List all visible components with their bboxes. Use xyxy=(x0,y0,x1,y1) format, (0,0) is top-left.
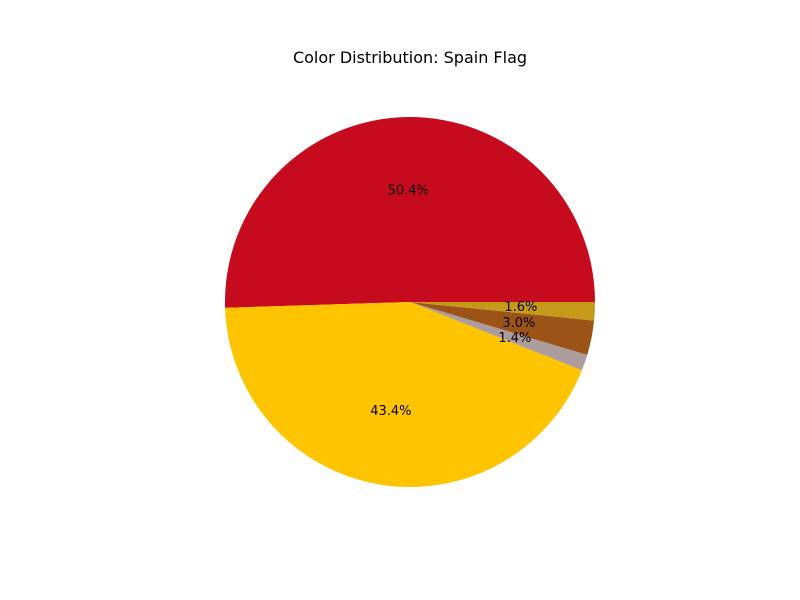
pie-labels: 50.4% 43.4% 1.4%3.0%1.6% xyxy=(370,184,537,419)
chart-title: Color Distribution: Spain Flag xyxy=(293,48,527,67)
pie-slice-label-1: 50.4% xyxy=(388,184,429,199)
pie-slices xyxy=(225,116,595,487)
pie-slice-3 xyxy=(410,302,588,371)
pie-slice-1 xyxy=(225,116,595,308)
pie-slice-2 xyxy=(225,302,582,487)
pie-slice-4 xyxy=(410,302,595,355)
pie-slice-5 xyxy=(410,302,595,321)
pie-slice-label-3: 1.4% xyxy=(498,331,531,346)
pie-slice-label-5: 1.6% xyxy=(504,300,537,315)
pie-slice-label-2: 43.4% xyxy=(370,404,411,419)
pie-slice-label-4: 3.0% xyxy=(502,316,535,331)
